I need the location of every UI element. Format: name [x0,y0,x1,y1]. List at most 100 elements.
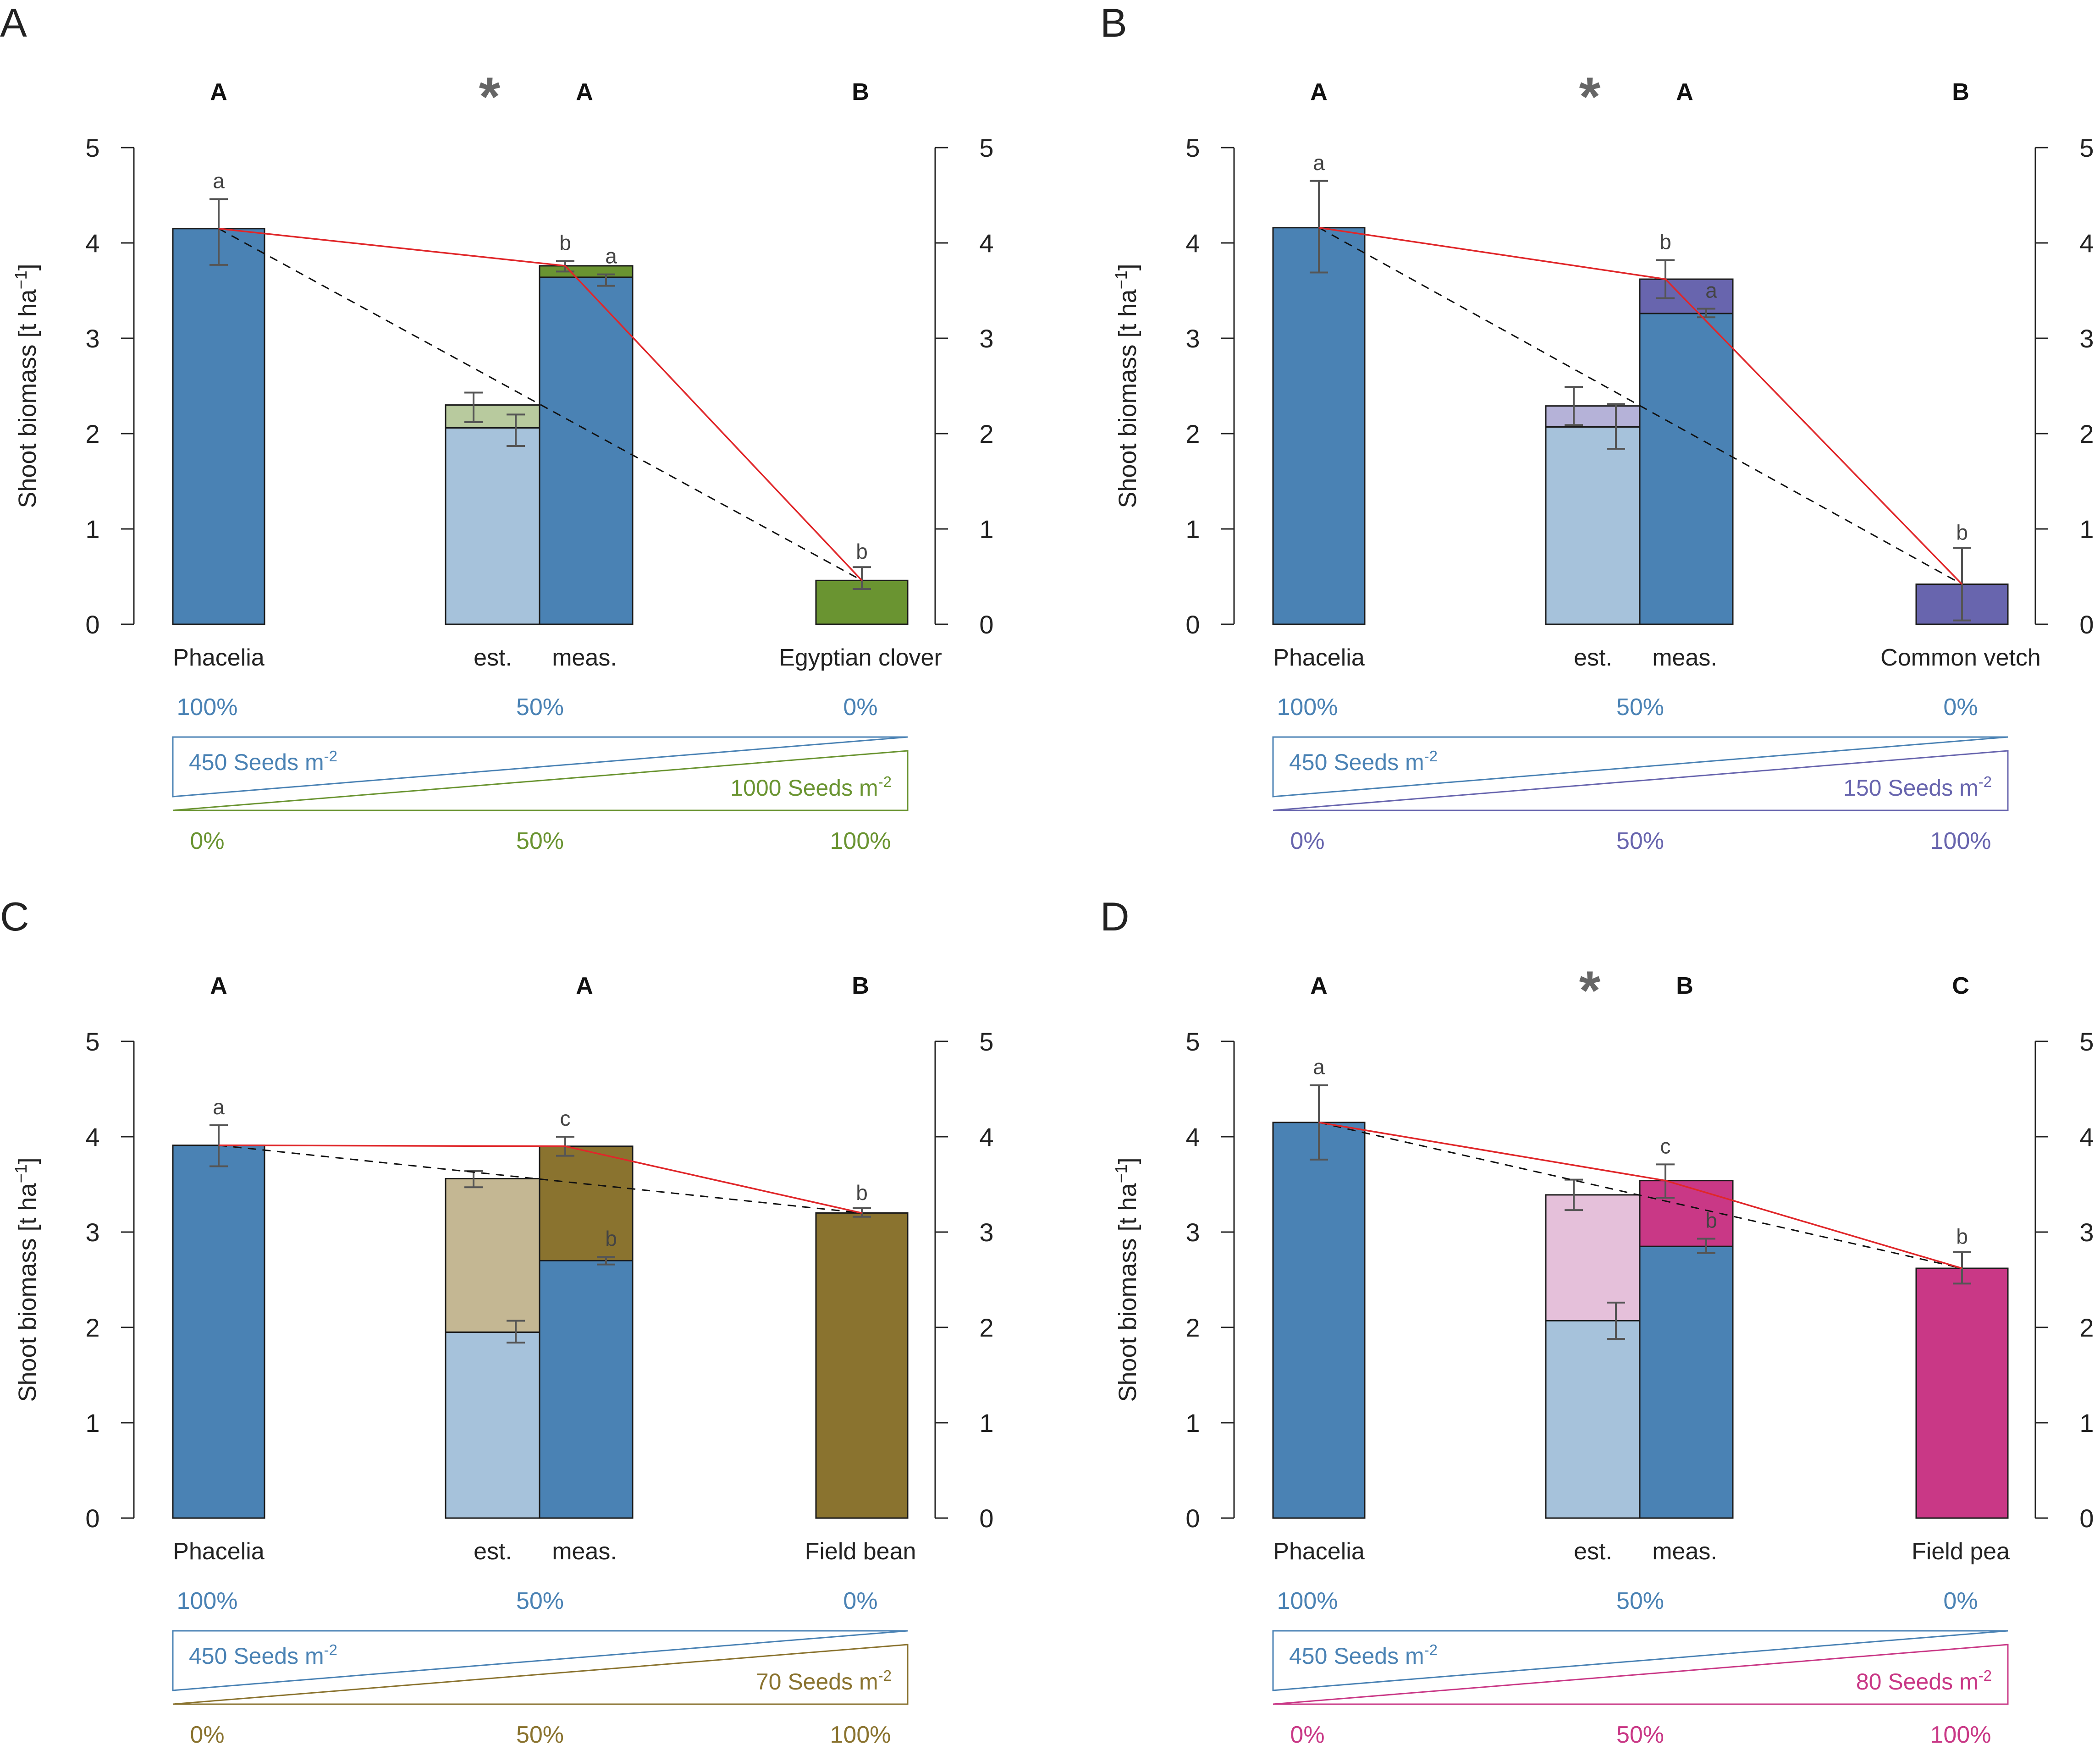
phacelia-seed-wedge [1272,1630,2008,1691]
y-tick-label-left: 1 [85,515,99,544]
y-tick-label-left: 0 [1185,610,1200,639]
seed-label-phacelia: 450 Seeds m-2 [189,1641,337,1669]
y-tick-label-left: 4 [1185,229,1200,258]
pct-legume: 0% [1290,828,1324,854]
y-tick-label-right: 1 [979,1409,993,1437]
y-tick-label-right: 4 [979,229,993,258]
pct-legume: 50% [1616,1722,1664,1748]
y-axis-label: Shoot biomass [t ha−1] [11,1157,41,1402]
bar-phacelia [172,228,265,625]
group-letter: A [210,79,227,105]
pct-phacelia: 0% [1943,694,1978,721]
y-tick-label-right: 2 [2079,419,2094,448]
group-letter: B [852,973,869,999]
y-axis-label-sup: −1 [1112,270,1130,289]
seed-label-phacelia-sup: -2 [1424,748,1438,765]
y-tick-label-right: 3 [2079,324,2094,353]
y-tick-label-right: 3 [979,324,993,353]
y-tick-label-right: 5 [2079,1027,2094,1056]
significance-asterisk: * [1579,66,1601,127]
y-tick-label-left: 4 [1185,1123,1200,1151]
seed-label-phacelia-main: 450 Seeds m [189,1643,324,1669]
sig-letter-legume: b [1956,521,1968,545]
bar-legume [815,1212,909,1519]
sig-letter-phacelia: a [213,1095,225,1119]
sig-letter-meas-phacelia: b [605,1227,617,1250]
panel-c: C A A B 0 0 1 1 2 2 3 3 4 4 5 5 Shoot biomass [t ha−1] a c… [0,894,994,1748]
group-letter: A [210,973,227,999]
y-axis-label-main: Shoot biomass [t ha [1114,289,1141,508]
y-tick-label-left: 2 [85,419,99,448]
panel-d: D A B C * 0 0 1 1 2 2 3 3 4 4 5 5 Shoot biomass [t ha−1] a… [1100,894,2094,1748]
category-label: meas. [1652,644,1717,671]
y-tick-label-right: 0 [979,610,993,639]
y-tick-label-left: 3 [85,324,99,353]
y-tick-label-left: 1 [1185,515,1200,544]
bar-meas-legume [539,265,634,278]
sig-letter-meas-phacelia: a [605,244,617,268]
sig-letter-legume: b [856,539,868,563]
seed-label-legume-sup: -2 [878,773,892,790]
bar-est-legume [445,1178,540,1333]
panel-a: A A A B * 0 0 1 1 2 2 3 3 4 4 5 5 Shoot biomass [t ha−1] a… [0,0,994,854]
pct-phacelia: 0% [1943,1588,1978,1614]
panel-letter: A [0,0,27,45]
panel-b: B A A B * 0 0 1 1 2 2 3 3 4 4 5 5 Shoot biomass [t ha−1] a… [1100,0,2094,854]
y-axis-label-main: Shoot biomass [t ha [1114,1183,1141,1402]
y-tick-label-left: 5 [85,1027,99,1056]
bar-phacelia [172,1145,265,1519]
group-letter: B [1952,79,1969,105]
category-label: meas. [552,1538,617,1565]
y-tick-label-left: 2 [1185,419,1200,448]
group-letter: A [1310,79,1328,105]
pct-legume: 100% [1930,1722,1991,1748]
measured-yield-line [218,1144,862,1214]
seed-label-phacelia-main: 450 Seeds m [189,749,324,775]
expected-yield-line [218,228,862,581]
y-axis-label-sup: −1 [11,1164,30,1183]
legume-seed-wedge [172,1644,909,1705]
y-tick-label-left: 4 [85,229,99,258]
bar-meas-legume [1639,278,1734,314]
y-tick-label-left: 0 [85,1504,99,1533]
pct-legume: 0% [190,1722,224,1748]
seed-label-legume: 150 Seeds m-2 [1843,773,1992,801]
y-tick-label-right: 3 [979,1218,993,1247]
y-tick-label-left: 5 [1185,133,1200,162]
y-tick-label-right: 1 [2079,1409,2094,1437]
y-tick-label-right: 1 [2079,515,2094,544]
y-tick-label-right: 2 [979,419,993,448]
sig-letter-meas-phacelia: a [1705,279,1717,303]
y-tick-label-left: 1 [85,1409,99,1437]
category-label: meas. [552,644,617,671]
bar-meas-legume [539,1145,634,1261]
pct-legume: 100% [1930,828,1991,854]
seed-label-phacelia: 450 Seeds m-2 [189,748,337,775]
category-label: Phacelia [173,1538,265,1565]
bar-est-phacelia [1545,426,1641,625]
pct-legume: 0% [1290,1722,1324,1748]
seed-label-phacelia: 450 Seeds m-2 [1289,1641,1438,1669]
y-tick-label-left: 5 [1185,1027,1200,1056]
pct-phacelia: 0% [843,694,877,721]
y-tick-label-right: 0 [979,1504,993,1533]
phacelia-seed-wedge [172,736,908,798]
sig-letter-phacelia: a [1313,151,1325,175]
y-axis-label-end: ] [1114,1157,1141,1164]
sig-letter-meas-total: b [559,231,571,255]
bar-est-legume [1545,405,1641,428]
category-label: Phacelia [173,644,265,671]
y-tick-label-right: 0 [2079,1504,2094,1533]
seed-label-legume: 70 Seeds m-2 [756,1667,892,1695]
phacelia-seed-wedge [1272,736,2008,798]
y-tick-label-left: 4 [85,1123,99,1151]
pct-legume: 50% [1616,828,1664,854]
category-label: est. [1574,644,1612,671]
y-axis-label: Shoot biomass [t ha−1] [1112,1157,1141,1402]
pct-phacelia: 50% [516,1588,564,1614]
group-letter: A [576,79,593,105]
significance-asterisk: * [1579,960,1601,1021]
y-tick-label-left: 2 [1185,1313,1200,1342]
group-letter: B [1676,973,1693,999]
